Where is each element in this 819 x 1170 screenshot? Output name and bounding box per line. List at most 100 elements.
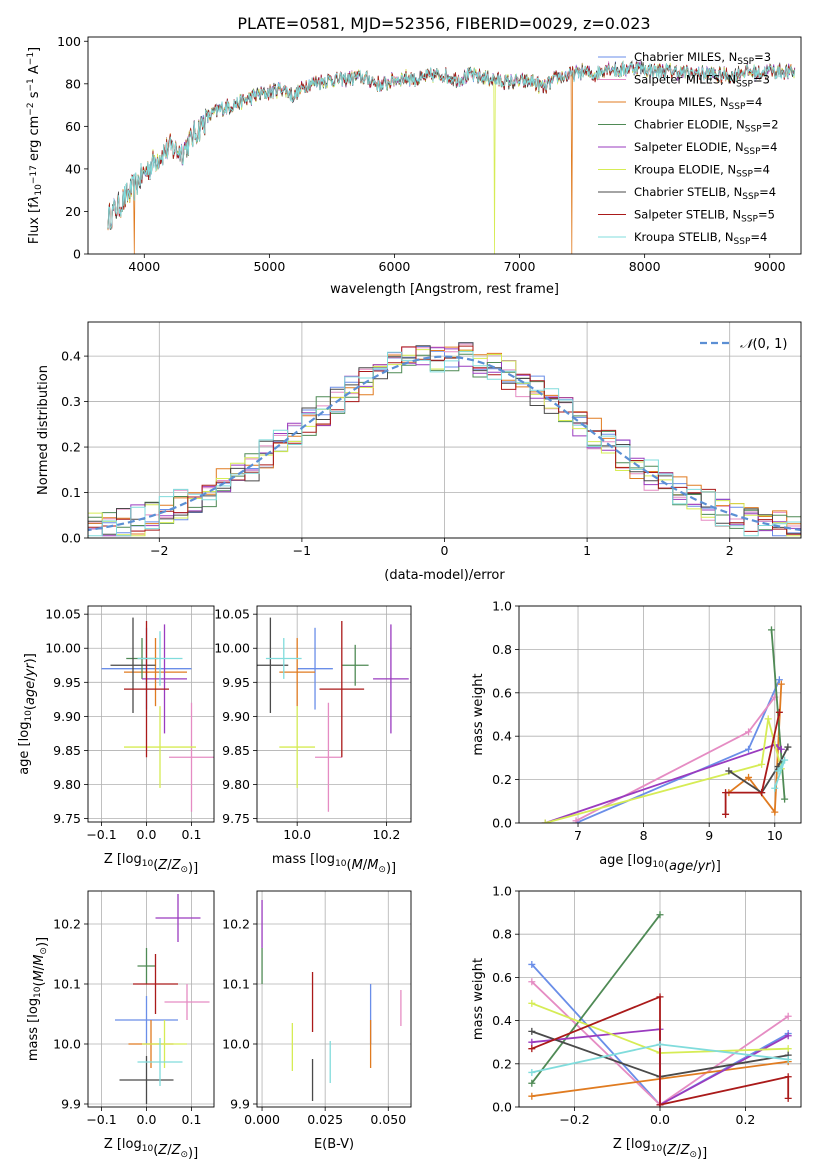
- mass_vs_Z-frame: [87, 890, 215, 1108]
- x-tick-label: 0.1: [182, 827, 202, 842]
- weight-line: [544, 718, 783, 823]
- legend-entry: Chabrier ELODIE, NSSP=2: [634, 118, 779, 135]
- y-tick-label: 20: [65, 204, 81, 219]
- label-part: λ: [27, 196, 42, 205]
- label-part: ⊙: [180, 1150, 188, 1160]
- weight-marker: [784, 1073, 792, 1081]
- label-part: yr: [23, 662, 38, 678]
- y-tick-label: 10.05: [45, 607, 81, 622]
- label-part: mass [log: [272, 852, 335, 867]
- histograms: [88, 342, 801, 537]
- label-part: ]: [27, 47, 42, 52]
- label-part: 10: [34, 184, 44, 196]
- age_vs_Z-axes: −0.1 0.0 0.1 9.75 9.80 9.85 9.90 9.95 10.00 10.05: [45, 606, 214, 842]
- x-tick-label: 4000: [128, 259, 160, 274]
- weight-marker: [777, 680, 785, 688]
- label-part: M: [352, 858, 363, 873]
- label-part: yr: [697, 859, 713, 874]
- weight-marker: [771, 784, 779, 792]
- age_vs_Z-points: [101, 617, 214, 812]
- label-part: Z: [171, 858, 182, 873]
- label-part: SSP: [737, 57, 754, 67]
- legend-entry: Chabrier MILES, NSSP=3: [634, 50, 771, 67]
- y-tick-label: 10.2: [222, 917, 250, 932]
- y-tick-label: 9.85: [222, 743, 250, 758]
- label-part: =3: [753, 73, 770, 87]
- y-tick-label: 10.2: [53, 917, 81, 932]
- label-part: M: [367, 858, 378, 873]
- x-tick-label: 8000: [629, 259, 661, 274]
- histogram-kroupa-miles: [88, 346, 801, 537]
- x-tick-label: 0.1: [182, 1112, 202, 1127]
- errorbar-chabrier-stelib: [110, 617, 156, 713]
- y-tick-label: 9.90: [53, 709, 81, 724]
- weight-marker: [722, 789, 730, 797]
- x-axis-label: mass [log10(M/M⊙)]: [272, 852, 396, 876]
- label-part: 10: [652, 860, 664, 870]
- x-tick-label: 10.0: [283, 827, 311, 842]
- x-tick-label: 8: [640, 828, 648, 843]
- errorbar-salpeter-elodie: [142, 624, 187, 734]
- y-tick-label: 9.80: [222, 777, 250, 792]
- weight-line: [544, 743, 782, 823]
- y-tick-label: 0.0: [492, 816, 512, 831]
- weight-line: [724, 712, 781, 815]
- label-part: 10: [651, 1144, 663, 1154]
- y-tick-label: 10.05: [214, 607, 250, 622]
- x-tick-label: −0.1: [86, 1112, 116, 1127]
- weight-marker: [722, 810, 730, 818]
- weight-marker: [656, 1040, 664, 1048]
- x-tick-label: 0.050: [370, 1112, 406, 1127]
- weight_vs_Z-axes: −0.2 0.0 0.2 0.0 0.2 0.4 0.6 0.8 1.0: [492, 884, 801, 1127]
- label-part: =3: [754, 50, 771, 64]
- errorbar-salpeter-miles: [315, 702, 342, 812]
- label-part: age: [23, 681, 38, 705]
- label-part: =5: [758, 208, 775, 222]
- weight-marker: [528, 1068, 536, 1076]
- errorbar-chabrier-miles: [297, 627, 333, 710]
- mass_vs_Z-axes: −0.1 0.0 0.1 9.9 10.0 10.1 10.2: [53, 891, 214, 1127]
- y-tick-label: 1.0: [492, 599, 512, 614]
- age_vs_mass-points: [257, 617, 409, 812]
- weight-marker: [541, 819, 549, 823]
- y-tick-label: 10.1: [222, 977, 250, 992]
- label-part: (: [664, 859, 669, 874]
- label-part: Chabrier MILES, N: [634, 50, 737, 64]
- x-tick-label: 6000: [379, 259, 411, 274]
- x-axis-label: age [log10(age/yr)]: [599, 853, 721, 874]
- errorbar-chabrier-miles: [115, 996, 178, 1044]
- weight-marker: [781, 795, 789, 803]
- x-tick-label: 0.000: [244, 1112, 280, 1127]
- errorbar-salpeter-miles: [164, 984, 210, 1020]
- errorbar-kroupa-elodie: [279, 706, 316, 788]
- y-tick-label: 0: [73, 247, 81, 262]
- legend-entry: Kroupa MILES, NSSP=4: [634, 95, 762, 112]
- weight-marker: [572, 817, 580, 823]
- y-tick-label: 0.3: [61, 394, 81, 409]
- y-tick-label: 10.1: [53, 977, 81, 992]
- normal-curve: [88, 355, 801, 532]
- weight-marker: [775, 708, 783, 716]
- weight-marker: [784, 1012, 792, 1020]
- label-part: 10: [33, 986, 43, 998]
- label-part: Z: [666, 1143, 677, 1158]
- spectrum-series-kroupa-stelib: [107, 61, 796, 229]
- x-tick-label: 10: [767, 828, 783, 843]
- label-part: =2: [762, 118, 779, 132]
- label-part: 10: [142, 1144, 154, 1154]
- weight-marker: [764, 715, 772, 723]
- x-tick-label: 0.0: [137, 1112, 157, 1127]
- x-tick-label: 10.2: [373, 827, 401, 842]
- weight-marker: [725, 767, 733, 775]
- y-tick-label: 10.0: [222, 1037, 250, 1052]
- label-part: =4: [761, 140, 778, 154]
- x-tick-label: 1: [583, 543, 591, 558]
- weight-marker: [528, 1045, 536, 1053]
- label-part: (0, 1): [752, 337, 787, 352]
- x-tick-label: 9: [705, 828, 713, 843]
- weight-marker: [758, 760, 766, 768]
- age_vs_mass-axes: 10.0 10.2 9.75 9.80 9.85 9.90 9.95 10.00 10.05: [214, 606, 411, 842]
- label-part: ⊙: [378, 865, 386, 875]
- weight-marker: [767, 626, 775, 634]
